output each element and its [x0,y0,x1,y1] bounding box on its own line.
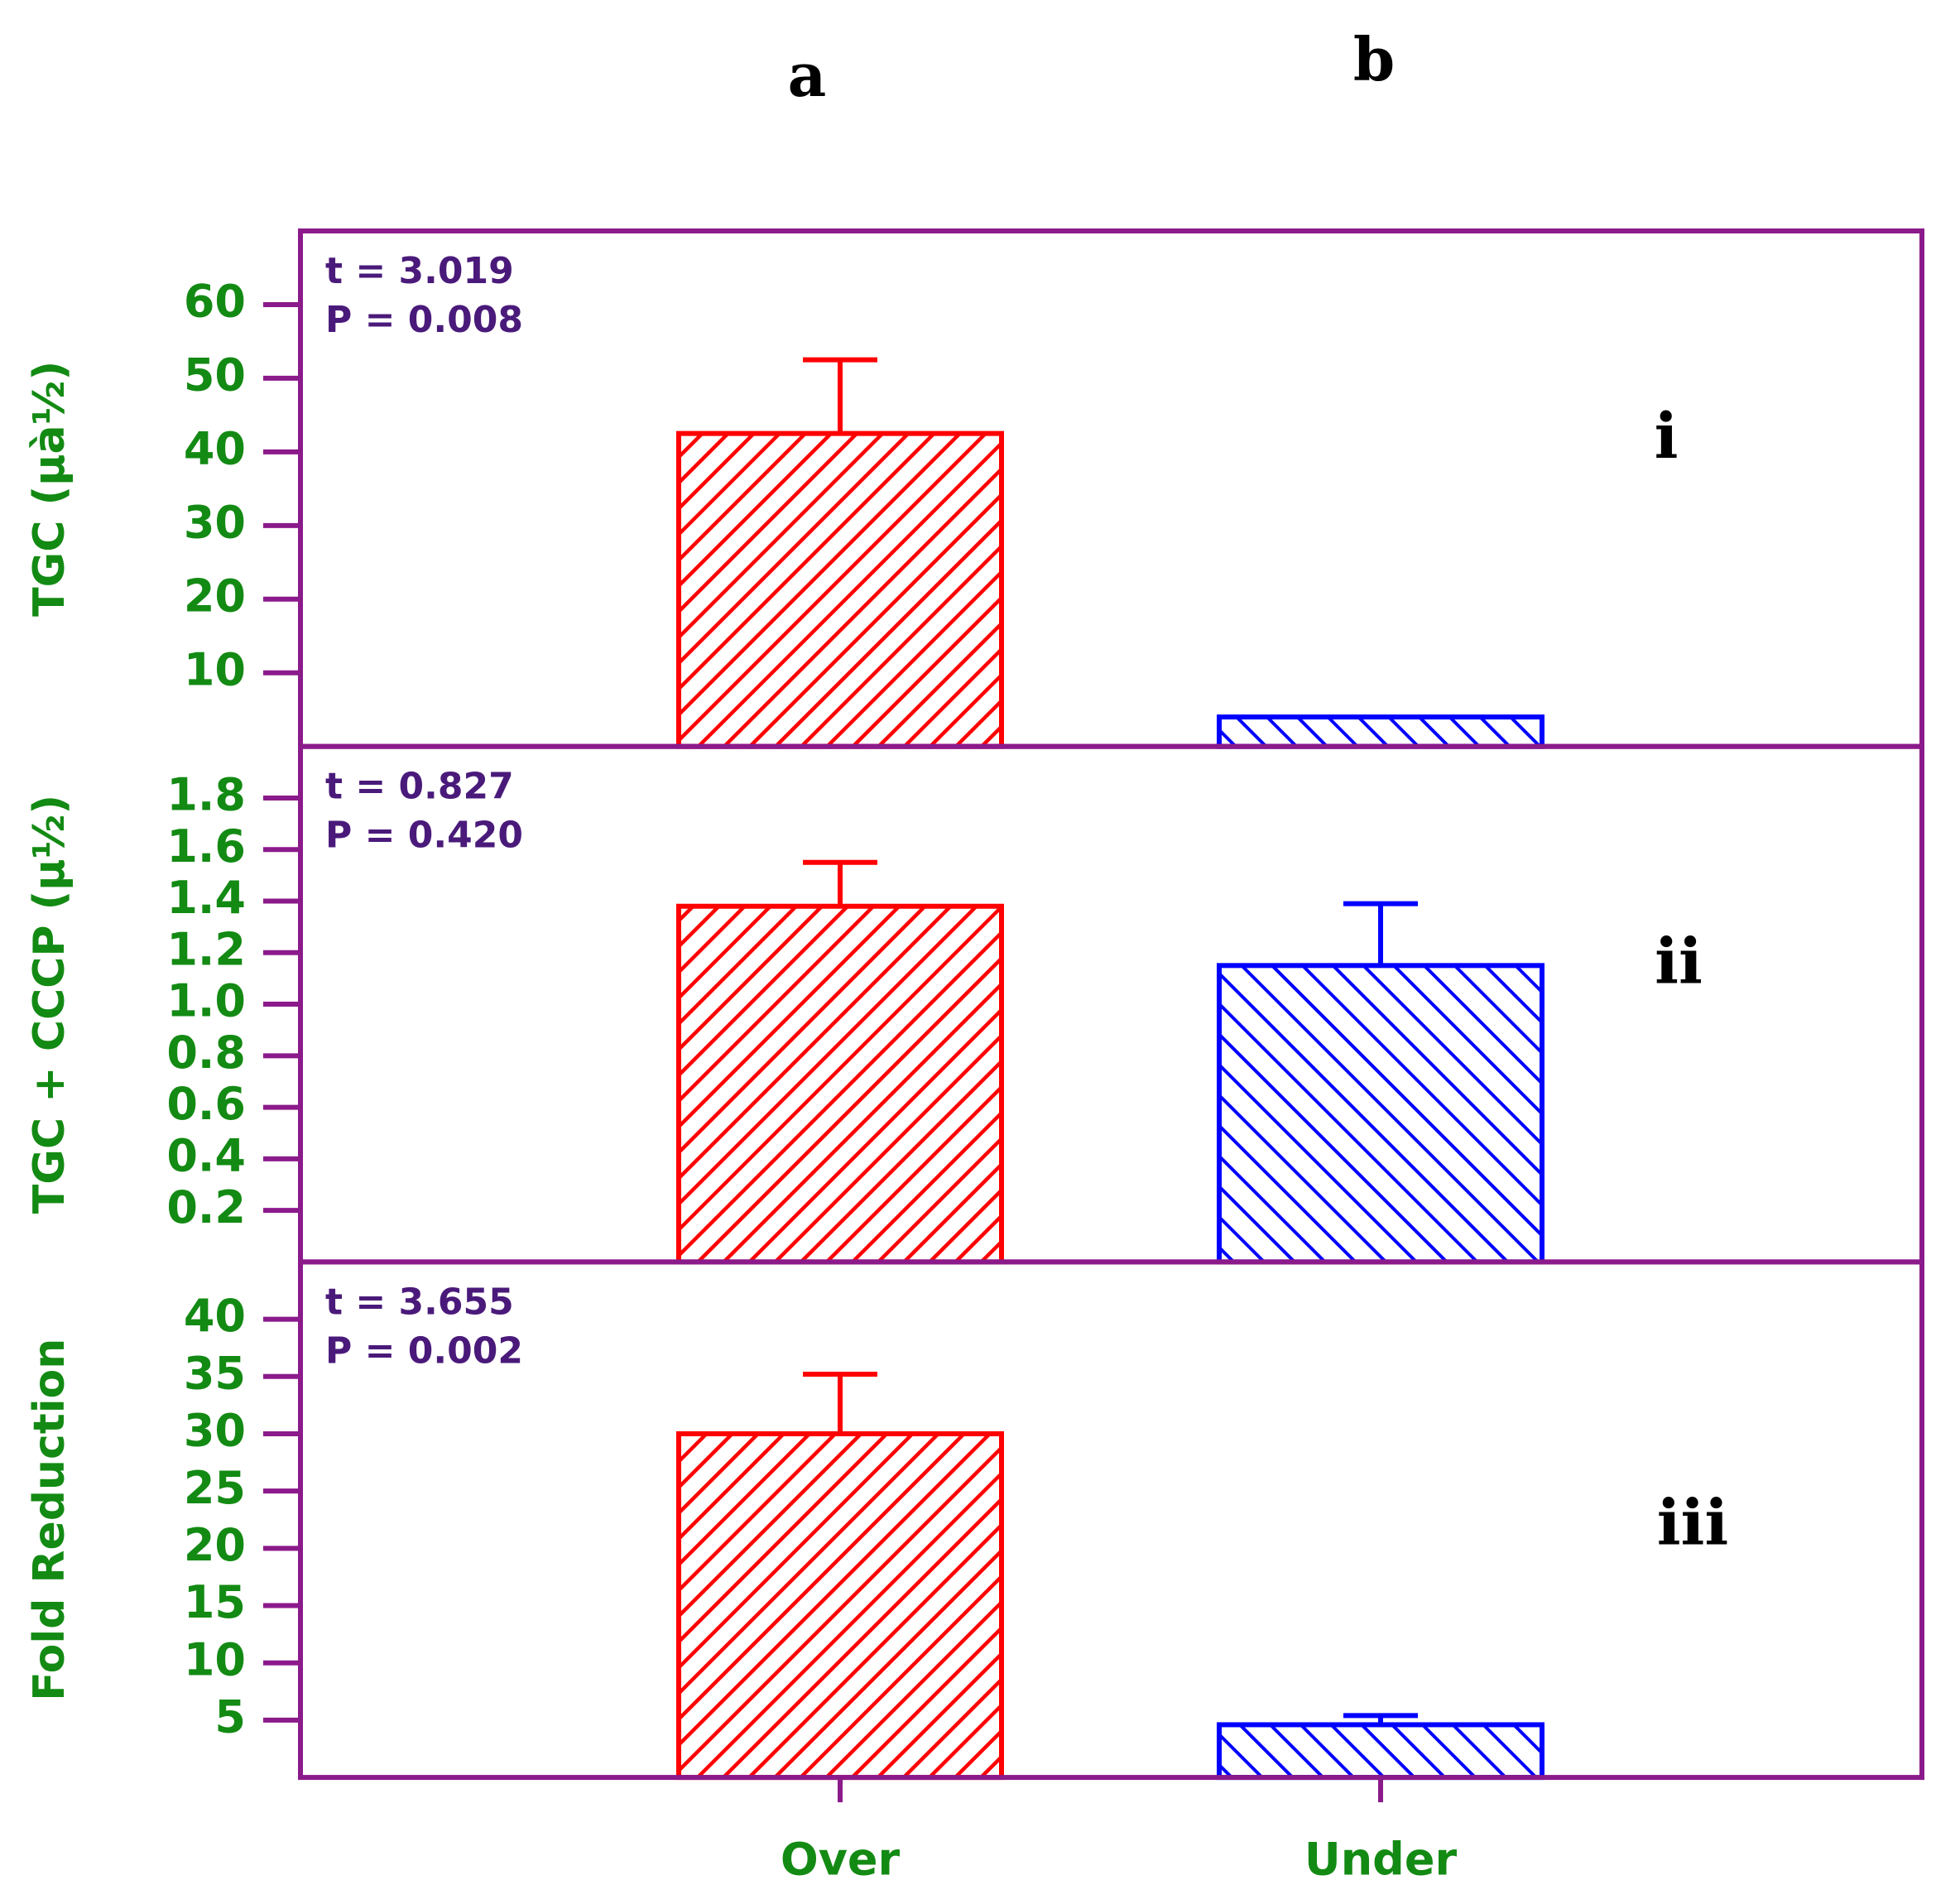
y-axis-label: Fold Reduction [25,1339,74,1701]
x-tick-label: Under [1304,1834,1458,1886]
y-tick-label: 0.2 [166,1181,246,1233]
y-tick-label: 1.0 [166,975,246,1027]
y-tick-label: 1.6 [166,820,246,873]
bar [1217,963,1544,1265]
y-tick-label: 0.8 [166,1027,246,1079]
y-tick-label: 0.6 [166,1078,246,1130]
stat-annotation: P = 0.420 [325,815,523,857]
panel-label: iii [1657,1485,1729,1559]
bar [676,1430,1004,1781]
column-header: a [788,40,827,110]
y-tick-label: 20 [184,570,246,622]
y-tick-label: 0.4 [166,1130,246,1182]
panel-frame [298,228,1924,749]
bar [1217,1722,1544,1781]
panel-label: i [1655,399,1679,473]
y-tick-label: 10 [184,1633,246,1685]
stat-annotation: P = 0.002 [325,1329,523,1372]
y-tick-label: 15 [184,1576,246,1628]
y-tick-label: 35 [184,1347,246,1399]
panel-label: ii [1655,925,1703,998]
y-tick-label: 50 [184,349,246,401]
x-tick-label: Over [781,1834,901,1886]
y-tick-label: 30 [184,496,246,548]
panel-frame [298,1259,1924,1781]
stat-annotation: t = 3.655 [325,1281,514,1323]
stat-annotation: P = 0.008 [325,299,523,341]
stat-annotation: t = 0.827 [325,766,514,808]
y-tick-label: 30 [184,1405,246,1457]
y-tick-label: 20 [184,1519,246,1571]
y-tick-label: 25 [184,1462,246,1514]
y-tick-label: 60 [184,276,246,328]
y-tick-label: 40 [184,1290,246,1342]
y-tick-label: 1.4 [166,872,246,924]
bar [676,903,1004,1265]
y-axis-label: TGC (µà½) [25,361,74,617]
stat-annotation: t = 3.019 [325,250,514,292]
y-tick-label: 10 [184,643,246,695]
y-tick-label: 5 [214,1691,246,1743]
bar [1217,714,1544,749]
y-tick-label: 40 [184,423,246,475]
y-axis-label: TGC + CCCP (µ½) [25,795,74,1214]
bar [676,430,1004,749]
panel-frame [298,743,1924,1265]
y-tick-label: 1.8 [166,769,246,821]
y-tick-label: 1.2 [166,923,246,975]
column-header: b [1353,24,1395,94]
